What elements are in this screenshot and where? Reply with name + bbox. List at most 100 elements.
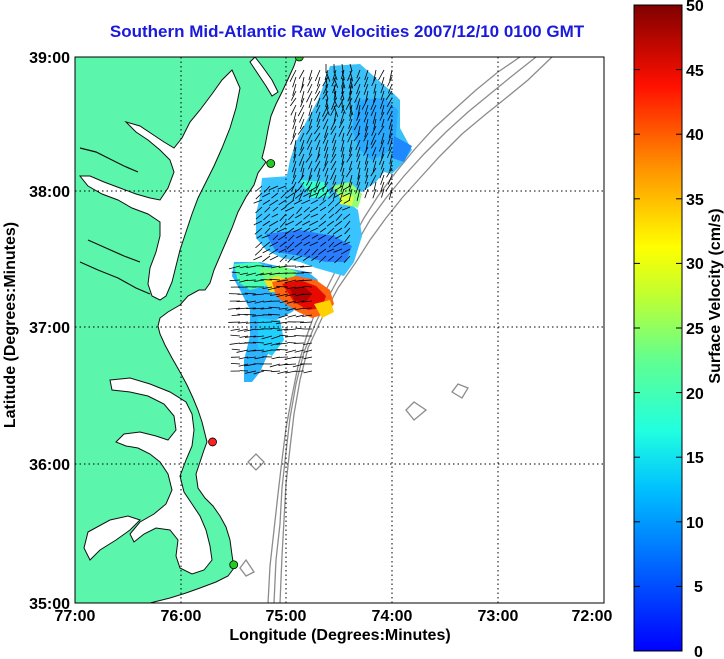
vector-arrow	[304, 248, 311, 255]
vector-arrow	[294, 349, 305, 353]
vector-arrow	[246, 356, 257, 359]
vector-arrow	[300, 160, 305, 173]
vector-arrow	[328, 213, 335, 219]
vector-arrow	[327, 234, 335, 241]
vector-arrow	[299, 118, 305, 130]
vector-arrow	[311, 248, 319, 256]
vector-arrow	[348, 174, 353, 187]
vector-arrow	[387, 83, 393, 94]
vector-arrow	[269, 241, 279, 247]
vector-arrow	[310, 199, 319, 205]
vector-arrow	[356, 153, 361, 163]
colorbar-tick-label: 20	[686, 386, 704, 403]
vector-arrow	[348, 76, 353, 89]
vector-arrow	[303, 227, 311, 233]
vector-arrow	[292, 167, 297, 178]
vector-arrow	[380, 83, 385, 94]
vector-arrow	[343, 213, 351, 220]
vector-arrow	[288, 213, 295, 220]
vector-arrow	[371, 139, 377, 149]
vector-arrow	[299, 83, 305, 93]
vector-arrow	[303, 206, 311, 213]
vector-arrow	[341, 104, 345, 114]
vector-arrow	[388, 125, 393, 138]
vector-arrow	[260, 307, 273, 310]
vector-arrow	[365, 90, 369, 103]
vector-arrow	[307, 83, 313, 94]
vector-arrow	[276, 293, 289, 298]
vector-arrow	[247, 300, 257, 303]
vector-arrow	[369, 174, 377, 187]
vector-arrow	[319, 227, 327, 233]
vector-arrow	[386, 167, 393, 178]
vector-arrow	[314, 181, 321, 193]
vector-arrow	[333, 77, 339, 88]
vector-arrow	[270, 327, 281, 330]
vector-arrow	[378, 139, 385, 152]
vector-arrow	[309, 220, 319, 226]
vector-arrow	[295, 234, 303, 239]
vector-arrow	[255, 206, 263, 214]
vector-arrow	[370, 167, 377, 177]
vector-arrow	[261, 369, 273, 372]
vector-arrow	[297, 125, 305, 135]
vector-arrow	[276, 321, 289, 325]
vector-arrow	[254, 279, 265, 282]
vector-arrow	[262, 192, 271, 198]
vector-arrow	[278, 314, 289, 319]
vector-arrow	[244, 292, 257, 295]
vector-arrow	[287, 314, 297, 318]
vector-arrow	[387, 174, 393, 185]
vector-arrow	[308, 111, 313, 122]
vector-arrow	[287, 185, 295, 193]
x-tick-label: 72:00	[572, 608, 613, 625]
vector-arrow	[246, 321, 257, 324]
vector-arrow	[330, 118, 337, 131]
vector-arrow	[333, 98, 338, 107]
chesapeake-bay	[78, 69, 241, 301]
vector-arrow	[262, 255, 271, 262]
vector-arrow	[306, 90, 313, 103]
vector-arrow	[269, 278, 281, 281]
vector-arrow	[326, 248, 335, 253]
vector-arrow	[280, 206, 287, 211]
vector-arrow	[237, 328, 249, 332]
vector-arrow	[298, 146, 305, 157]
vector-arrow	[353, 118, 361, 131]
vector-arrow	[318, 192, 327, 199]
vector-arrow	[325, 105, 330, 116]
vector-arrow	[308, 146, 313, 156]
vector-arrow	[389, 153, 393, 165]
vector-arrow	[299, 111, 305, 123]
vector-arrow	[272, 234, 279, 241]
vector-arrow	[353, 76, 361, 87]
vector-arrow	[239, 265, 249, 269]
vector-arrow	[228, 307, 241, 310]
vector-arrow	[356, 146, 361, 157]
vector-arrow	[293, 199, 303, 205]
vector-arrow	[380, 160, 385, 170]
vector-arrow	[317, 146, 321, 159]
vector-arrow	[271, 320, 281, 323]
vector-arrow	[342, 241, 351, 246]
vector-arrow	[356, 83, 361, 95]
vector-arrow	[331, 97, 337, 110]
vector-arrow	[253, 199, 263, 204]
vector-arrow	[229, 279, 241, 282]
vector-arrow	[285, 206, 295, 212]
vector-arrow	[279, 307, 289, 310]
colorbar-tick-label: 10	[686, 515, 704, 532]
vector-arrow	[335, 213, 343, 222]
vector-arrow	[356, 174, 361, 186]
vector-arrow	[324, 69, 329, 81]
vector-arrow	[277, 328, 289, 332]
vector-arrow	[315, 174, 321, 187]
vector-arrow	[348, 160, 353, 171]
vector-arrow	[255, 241, 263, 249]
vector-arrow	[231, 271, 241, 274]
vector-arrow	[269, 363, 281, 368]
vector-arrow	[328, 241, 335, 248]
vector-arrow	[270, 293, 281, 296]
vector-arrow	[269, 199, 279, 206]
vector-arrow	[305, 125, 313, 135]
